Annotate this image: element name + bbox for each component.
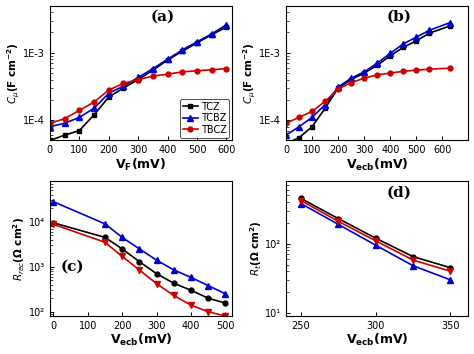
Line: TCZ: TCZ: [47, 25, 229, 143]
X-axis label: $\mathbf{V_{ecb}(mV)}$: $\mathbf{V_{ecb}(mV)}$: [346, 332, 409, 348]
TCZ: [135, 78, 141, 82]
Y-axis label: $R_t\mathbf{(\Omega\ cm^2)}$: $R_t\mathbf{(\Omega\ cm^2)}$: [248, 221, 264, 276]
TCBZ: [62, 121, 67, 125]
TCZ: [76, 129, 82, 133]
X-axis label: $\mathbf{V_F(mV)}$: $\mathbf{V_F(mV)}$: [116, 157, 167, 173]
TCZ: [106, 95, 111, 99]
TCZ: [165, 58, 171, 62]
TBCZ: [47, 121, 53, 125]
X-axis label: $\mathbf{V_{ecb}(mV)}$: $\mathbf{V_{ecb}(mV)}$: [346, 157, 409, 173]
TBCZ: [76, 108, 82, 113]
TCBZ: [224, 23, 229, 27]
TBCZ: [62, 116, 67, 121]
TCZ: [120, 86, 126, 90]
TCBZ: [91, 106, 97, 110]
TBCZ: [106, 88, 111, 92]
TBCZ: [209, 68, 215, 72]
Y-axis label: $C_\mu\mathbf{(F\ cm^{-2})}$: $C_\mu\mathbf{(F\ cm^{-2})}$: [6, 42, 22, 104]
Text: (d): (d): [386, 185, 411, 199]
TBCZ: [120, 81, 126, 86]
TCBZ: [76, 115, 82, 120]
TCBZ: [209, 32, 215, 36]
TBCZ: [165, 72, 171, 76]
TCZ: [150, 68, 156, 72]
TBCZ: [150, 74, 156, 78]
TCZ: [47, 138, 53, 143]
TBCZ: [91, 100, 97, 104]
TCZ: [209, 33, 215, 37]
TCZ: [194, 41, 200, 45]
TCBZ: [120, 84, 126, 88]
Line: TBCZ: TBCZ: [47, 66, 229, 126]
TBCZ: [135, 78, 141, 82]
TCBZ: [106, 91, 111, 96]
Text: (c): (c): [61, 259, 84, 273]
Y-axis label: $R_{rec}\mathbf{(\Omega\ cm^2)}$: $R_{rec}\mathbf{(\Omega\ cm^2)}$: [11, 217, 27, 281]
TCZ: [224, 25, 229, 29]
Text: (a): (a): [150, 10, 174, 24]
TBCZ: [224, 67, 229, 71]
TCBZ: [180, 48, 185, 52]
X-axis label: $\mathbf{V_{ecb}(mV)}$: $\mathbf{V_{ecb}(mV)}$: [110, 332, 173, 348]
TCBZ: [194, 40, 200, 44]
TBCZ: [180, 70, 185, 74]
Line: TCBZ: TCBZ: [47, 22, 229, 130]
TCZ: [180, 49, 185, 53]
TCBZ: [135, 75, 141, 80]
Y-axis label: $C_\mu\mathbf{(F\ cm^{-2})}$: $C_\mu\mathbf{(F\ cm^{-2})}$: [242, 42, 258, 104]
Text: (b): (b): [386, 10, 411, 24]
TCBZ: [47, 125, 53, 129]
TBCZ: [194, 69, 200, 73]
Legend: TCZ, TCBZ, TBCZ: TCZ, TCBZ, TBCZ: [180, 99, 229, 138]
TCBZ: [150, 67, 156, 71]
TCZ: [91, 113, 97, 117]
TCBZ: [165, 57, 171, 61]
TCZ: [62, 133, 67, 137]
